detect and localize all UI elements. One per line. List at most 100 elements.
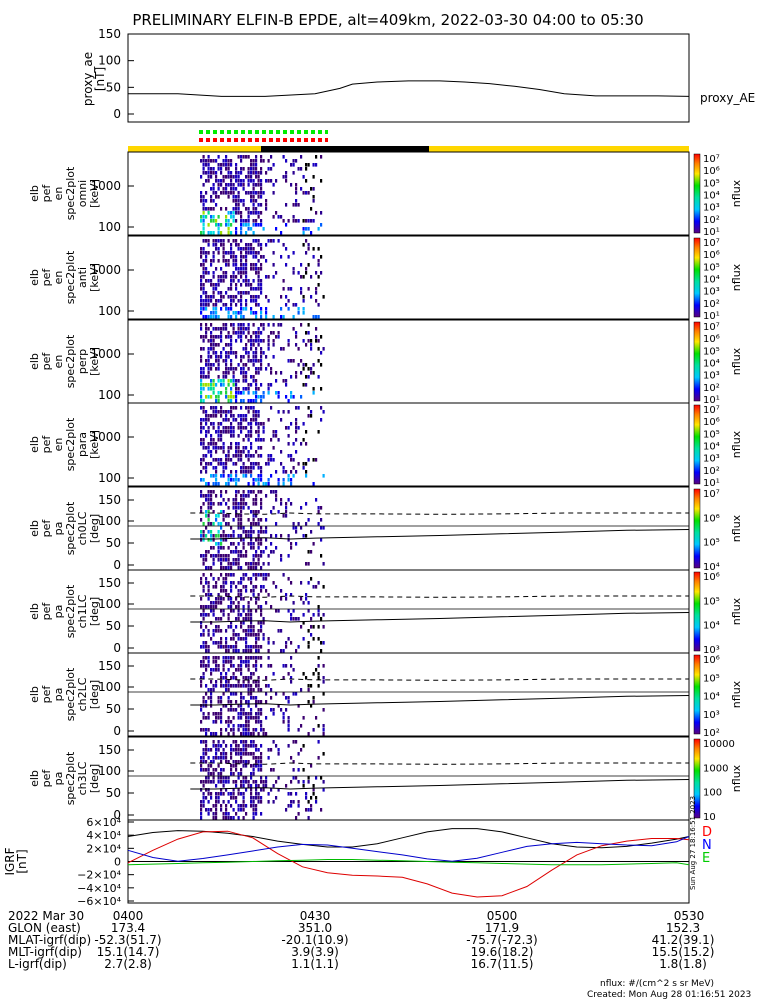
spec-cell [200, 645, 203, 649]
spec-cell [210, 383, 213, 387]
spec-cell [255, 716, 258, 720]
spec-cell [207, 605, 210, 609]
spec-cell [247, 351, 250, 355]
spec-cell [220, 637, 223, 641]
spec-cell [252, 656, 255, 660]
spec-cell [232, 542, 235, 546]
colorbar-gradient [693, 571, 701, 652]
colorbar-gradient [693, 237, 701, 318]
spec-cell [290, 664, 293, 668]
spec-cell [322, 752, 325, 756]
spec-cell [322, 728, 325, 732]
spec-cell [235, 740, 238, 744]
spec-cell [222, 664, 225, 668]
spec-cell [292, 692, 295, 696]
spec-cell [315, 291, 318, 295]
spec-cell [305, 227, 308, 231]
spec-cell [202, 303, 205, 307]
spec-cell [240, 526, 243, 530]
spec-cell [260, 756, 263, 760]
spec-cell [310, 295, 313, 299]
spec-cell [255, 510, 258, 514]
spec-cell [207, 664, 210, 668]
spec-cell [255, 383, 258, 387]
spec-cell [252, 171, 255, 175]
spec-cell [242, 573, 245, 577]
spec-cell [272, 339, 275, 343]
spec-cell [300, 748, 303, 752]
spec-cell [232, 506, 235, 510]
spec-cell [230, 625, 233, 629]
spec-cell [212, 387, 215, 391]
spec-cell [215, 383, 218, 387]
spec-cell [317, 359, 320, 363]
spec-cell [225, 554, 228, 558]
spec-cell [232, 676, 235, 680]
spec-cell [252, 418, 255, 422]
spec-cell [202, 573, 205, 577]
spec-cell [262, 323, 265, 327]
spec-cell [295, 331, 298, 335]
spec-cell [207, 506, 210, 510]
spec-cell [265, 207, 268, 211]
spec-cell [215, 191, 218, 195]
spec-cell [255, 207, 258, 211]
spec-cell [297, 347, 300, 351]
spec-cell [205, 625, 208, 629]
spec-cell [307, 323, 310, 327]
spec-cell [205, 716, 208, 720]
spec-cell [215, 195, 218, 199]
spec-cell [202, 438, 205, 442]
spec-cell [265, 315, 268, 319]
spec-cell [205, 295, 208, 299]
spec-cell [200, 175, 203, 179]
spec-cell [297, 780, 300, 784]
spec-cell [297, 426, 300, 430]
spec-cell [205, 752, 208, 756]
spec-cell [202, 307, 205, 311]
spec-cell [212, 347, 215, 351]
spec-cell [297, 462, 300, 466]
spec-cell [202, 562, 205, 566]
spec-cell [257, 784, 260, 788]
spec-cell [237, 633, 240, 637]
spec-cell [202, 748, 205, 752]
spec-cell [285, 641, 288, 645]
spec-cell [310, 371, 313, 375]
spec-cell [217, 462, 220, 466]
spec-cell [235, 446, 238, 450]
spec-cell [320, 641, 323, 645]
spec-cell [225, 155, 228, 159]
spec-cell [205, 593, 208, 597]
spec-cell [300, 688, 303, 692]
spec-cell [250, 522, 253, 526]
spec-cell [265, 199, 268, 203]
spec-cell [202, 712, 205, 716]
spec-cell [235, 641, 238, 645]
spec-cell [205, 434, 208, 438]
spec-cell [240, 458, 243, 462]
spec-cell [227, 351, 230, 355]
spec-cell [235, 331, 238, 335]
spec-cell [240, 275, 243, 279]
spec-cell [260, 625, 263, 629]
spec-cell [232, 534, 235, 538]
spec-cell [207, 800, 210, 804]
spec-cell [267, 347, 270, 351]
spec-cell [200, 756, 203, 760]
spec-cell [302, 744, 305, 748]
spec-cell [250, 343, 253, 347]
spec-cell [262, 732, 265, 736]
spec-cell [225, 672, 228, 676]
spec-cell [240, 263, 243, 267]
spec-cell [230, 307, 233, 311]
spec-cell [210, 566, 213, 570]
spec-cell [230, 359, 233, 363]
spec-cell [207, 772, 210, 776]
spec-cell [250, 732, 253, 736]
spec-cell [235, 800, 238, 804]
spec-cell [290, 641, 293, 645]
spec-cell [252, 279, 255, 283]
spec-cell [230, 231, 233, 235]
